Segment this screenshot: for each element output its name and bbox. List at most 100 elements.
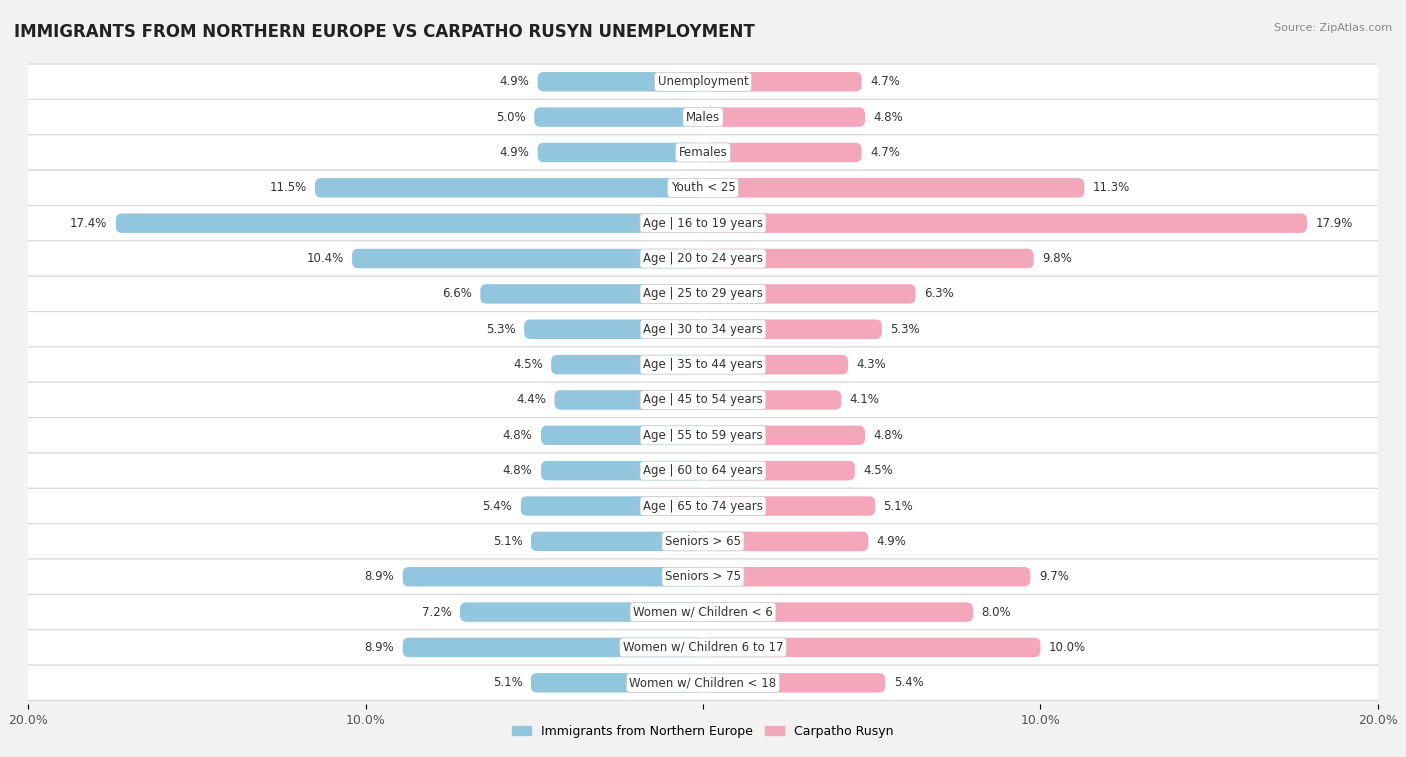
FancyBboxPatch shape <box>537 143 703 162</box>
Text: Age | 45 to 54 years: Age | 45 to 54 years <box>643 394 763 407</box>
Text: 9.8%: 9.8% <box>1042 252 1071 265</box>
Text: 4.7%: 4.7% <box>870 146 900 159</box>
FancyBboxPatch shape <box>703 319 882 339</box>
FancyBboxPatch shape <box>703 72 862 92</box>
Text: Age | 30 to 34 years: Age | 30 to 34 years <box>643 322 763 336</box>
FancyBboxPatch shape <box>551 355 703 374</box>
FancyBboxPatch shape <box>14 418 1392 453</box>
FancyBboxPatch shape <box>14 453 1392 488</box>
Text: Women w/ Children < 18: Women w/ Children < 18 <box>630 676 776 690</box>
FancyBboxPatch shape <box>14 488 1392 524</box>
FancyBboxPatch shape <box>554 391 703 410</box>
Legend: Immigrants from Northern Europe, Carpatho Rusyn: Immigrants from Northern Europe, Carpath… <box>508 720 898 743</box>
FancyBboxPatch shape <box>520 497 703 516</box>
FancyBboxPatch shape <box>14 630 1392 665</box>
FancyBboxPatch shape <box>703 213 1308 233</box>
FancyBboxPatch shape <box>703 143 862 162</box>
Text: Women w/ Children < 6: Women w/ Children < 6 <box>633 606 773 618</box>
FancyBboxPatch shape <box>541 461 703 481</box>
FancyBboxPatch shape <box>703 425 865 445</box>
FancyBboxPatch shape <box>14 170 1392 205</box>
FancyBboxPatch shape <box>14 382 1392 418</box>
FancyBboxPatch shape <box>14 594 1392 630</box>
Text: 4.8%: 4.8% <box>503 464 533 477</box>
FancyBboxPatch shape <box>703 284 915 304</box>
Text: Males: Males <box>686 111 720 123</box>
Text: Seniors > 65: Seniors > 65 <box>665 535 741 548</box>
FancyBboxPatch shape <box>703 178 1084 198</box>
Text: 4.5%: 4.5% <box>863 464 893 477</box>
FancyBboxPatch shape <box>537 72 703 92</box>
FancyBboxPatch shape <box>14 665 1392 700</box>
Text: Age | 65 to 74 years: Age | 65 to 74 years <box>643 500 763 512</box>
Text: 5.0%: 5.0% <box>496 111 526 123</box>
FancyBboxPatch shape <box>703 355 848 374</box>
Text: 5.1%: 5.1% <box>883 500 914 512</box>
Text: Age | 16 to 19 years: Age | 16 to 19 years <box>643 217 763 229</box>
FancyBboxPatch shape <box>315 178 703 198</box>
Text: 4.9%: 4.9% <box>877 535 907 548</box>
FancyBboxPatch shape <box>14 276 1392 312</box>
FancyBboxPatch shape <box>460 603 703 621</box>
Text: 5.4%: 5.4% <box>482 500 512 512</box>
Text: 10.4%: 10.4% <box>307 252 343 265</box>
FancyBboxPatch shape <box>703 461 855 481</box>
Text: Age | 55 to 59 years: Age | 55 to 59 years <box>643 428 763 442</box>
FancyBboxPatch shape <box>14 205 1392 241</box>
Text: 4.8%: 4.8% <box>873 428 903 442</box>
FancyBboxPatch shape <box>14 347 1392 382</box>
Text: 4.5%: 4.5% <box>513 358 543 371</box>
FancyBboxPatch shape <box>14 99 1392 135</box>
Text: 6.3%: 6.3% <box>924 288 953 301</box>
Text: 17.9%: 17.9% <box>1316 217 1353 229</box>
FancyBboxPatch shape <box>481 284 703 304</box>
Text: 8.9%: 8.9% <box>364 641 394 654</box>
Text: 7.2%: 7.2% <box>422 606 451 618</box>
FancyBboxPatch shape <box>534 107 703 127</box>
FancyBboxPatch shape <box>14 64 1392 99</box>
FancyBboxPatch shape <box>531 673 703 693</box>
FancyBboxPatch shape <box>703 567 1031 587</box>
FancyBboxPatch shape <box>14 559 1392 594</box>
Text: 4.8%: 4.8% <box>873 111 903 123</box>
Text: IMMIGRANTS FROM NORTHERN EUROPE VS CARPATHO RUSYN UNEMPLOYMENT: IMMIGRANTS FROM NORTHERN EUROPE VS CARPA… <box>14 23 755 41</box>
Text: 9.7%: 9.7% <box>1039 570 1069 583</box>
Text: Age | 60 to 64 years: Age | 60 to 64 years <box>643 464 763 477</box>
Text: 5.3%: 5.3% <box>890 322 920 336</box>
FancyBboxPatch shape <box>541 425 703 445</box>
FancyBboxPatch shape <box>703 497 875 516</box>
Text: 11.3%: 11.3% <box>1092 182 1130 195</box>
Text: Youth < 25: Youth < 25 <box>671 182 735 195</box>
Text: 4.9%: 4.9% <box>499 146 529 159</box>
FancyBboxPatch shape <box>14 312 1392 347</box>
Text: 17.4%: 17.4% <box>70 217 107 229</box>
FancyBboxPatch shape <box>703 391 841 410</box>
Text: 4.4%: 4.4% <box>516 394 546 407</box>
Text: 10.0%: 10.0% <box>1049 641 1085 654</box>
FancyBboxPatch shape <box>524 319 703 339</box>
Text: 5.3%: 5.3% <box>486 322 516 336</box>
Text: 4.1%: 4.1% <box>849 394 880 407</box>
Text: 5.1%: 5.1% <box>492 535 523 548</box>
Text: 4.9%: 4.9% <box>499 75 529 89</box>
Text: 4.7%: 4.7% <box>870 75 900 89</box>
FancyBboxPatch shape <box>402 637 703 657</box>
FancyBboxPatch shape <box>14 135 1392 170</box>
FancyBboxPatch shape <box>14 241 1392 276</box>
FancyBboxPatch shape <box>402 567 703 587</box>
Text: Age | 20 to 24 years: Age | 20 to 24 years <box>643 252 763 265</box>
Text: Seniors > 75: Seniors > 75 <box>665 570 741 583</box>
Text: Females: Females <box>679 146 727 159</box>
Text: Age | 25 to 29 years: Age | 25 to 29 years <box>643 288 763 301</box>
Text: 6.6%: 6.6% <box>441 288 472 301</box>
Text: 5.4%: 5.4% <box>894 676 924 690</box>
Text: Women w/ Children 6 to 17: Women w/ Children 6 to 17 <box>623 641 783 654</box>
FancyBboxPatch shape <box>531 531 703 551</box>
Text: Unemployment: Unemployment <box>658 75 748 89</box>
Text: 8.0%: 8.0% <box>981 606 1011 618</box>
FancyBboxPatch shape <box>352 249 703 268</box>
FancyBboxPatch shape <box>703 249 1033 268</box>
FancyBboxPatch shape <box>703 603 973 621</box>
Text: 5.1%: 5.1% <box>492 676 523 690</box>
FancyBboxPatch shape <box>703 531 869 551</box>
